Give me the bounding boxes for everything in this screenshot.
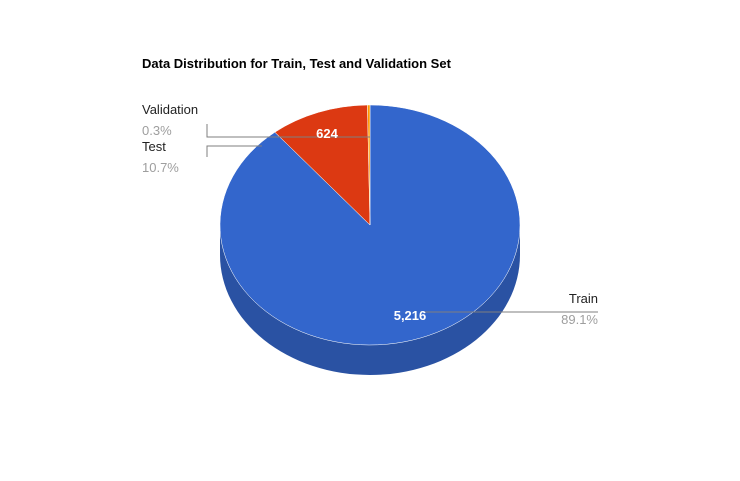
slice-label-validation: Validation: [142, 102, 198, 117]
chart-title: Data Distribution for Train, Test and Va…: [142, 56, 452, 71]
slice-train[interactable]: [219, 104, 521, 346]
slice-percent-test: 10.7%: [142, 160, 179, 175]
slice-test[interactable]: [274, 104, 371, 226]
slice-validation[interactable]: [367, 104, 371, 226]
leader-validation: [206, 124, 370, 138]
pie-slices: [219, 104, 521, 346]
pie-depth: [220, 225, 520, 375]
slice-percent-train: 89.1%: [561, 312, 598, 327]
leader-lines: [206, 124, 598, 313]
slice-label-test: Test: [142, 139, 166, 154]
slice-side-train: [220, 225, 520, 375]
slice-value-test: 624: [316, 126, 338, 141]
slice-value-train: 5,216: [394, 308, 427, 323]
leader-test: [206, 145, 262, 157]
slice-label-train: Train: [569, 291, 598, 306]
slice-percent-validation: 0.3%: [142, 123, 172, 138]
